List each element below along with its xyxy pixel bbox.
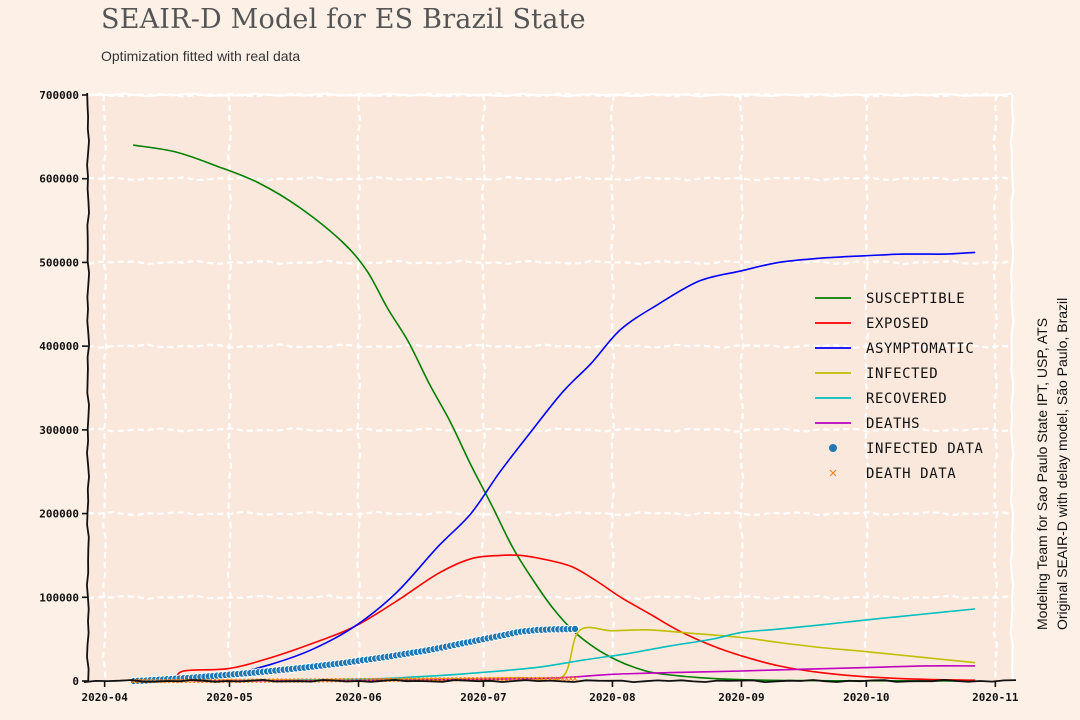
y-tick-label: 0 [72,675,79,688]
plot-border-top [87,92,1013,98]
grid-line-horizontal [87,259,1013,266]
death-data-point [555,676,561,682]
legend-item-deaths: DEATHS [815,416,920,432]
x-tick-label: 2020-10 [843,691,889,704]
y-tick-label: 400000 [39,340,79,353]
legend-label: SUSCEPTIBLE [866,291,965,307]
grid-line-vertical [863,94,870,682]
x-axis-line [83,678,1017,684]
series-line-susceptible [133,144,976,682]
infected-data-point [570,624,580,633]
grid-line-horizontal [87,343,1013,350]
series-line-exposed [133,554,976,683]
legend-item-infected: INFECTED [815,366,938,382]
legend-swatch-x [829,469,837,477]
legend-label: DEATHS [866,416,920,432]
grid-line-horizontal [87,510,1013,517]
legend-item-infected-data: INFECTED DATA [829,441,983,457]
plot-area-background [88,95,1012,681]
legend-item-susceptible: SUSCEPTIBLE [815,291,965,307]
chart-title: SEAIR-D Model for ES Brazil State [101,4,586,35]
y-tick-label: 200000 [39,508,79,521]
x-tick-label: 2020-11 [972,691,1019,704]
death-data-point [439,677,445,682]
legend-label: EXPOSED [866,316,929,332]
grid-line-vertical [992,94,999,682]
y-tick-label: 100000 [39,591,79,604]
grid-line-horizontal [87,594,1013,601]
x-tick-label: 2020-04 [81,691,128,704]
grid-line-vertical [355,94,362,682]
y-tick-label: 500000 [39,256,79,269]
grid-line-vertical [480,94,487,682]
death-data-point [506,676,511,682]
legend-label: INFECTED DATA [866,441,983,457]
x-tick-label: 2020-06 [335,691,382,704]
legend-label: INFECTED [866,366,938,382]
x-tick-label: 2020-09 [718,691,764,704]
y-tick-label: 700000 [39,89,79,102]
grid-line-vertical [101,94,108,682]
plot-border-right [1009,94,1015,682]
grid-line-horizontal [87,427,1013,433]
y-tick-label: 300000 [39,424,79,437]
grid-layer [87,92,1015,682]
x-tick-label: 2020-08 [589,691,635,704]
grid-line-vertical [226,94,233,681]
death-data-point [501,676,507,682]
death-data-point [572,676,578,682]
y-tick-label: 600000 [39,173,79,186]
y-axis-line [85,92,91,682]
series-line-asymptomatic [133,251,976,682]
chart-subtitle: Optimization fitted with real data [101,48,301,64]
legend-label: RECOVERED [866,391,947,407]
legend-label: DEATH DATA [866,466,956,482]
grid-line-vertical [738,94,745,681]
x-tick-label: 2020-05 [206,691,252,704]
axis-layer: 0 100000 200000 300000 400000 500000 600000 700… [39,89,1019,704]
legend-label: ASYMPTOMATIC [866,341,974,357]
grid-line-horizontal [87,175,1013,182]
legend-swatch-dot [829,444,837,452]
death-data-point [564,676,569,682]
x-tick-label: 2020-07 [460,691,506,704]
death-data-point [568,676,574,682]
legend-item-death-data: DEATH DATA [829,466,956,482]
legend-item-asymptomatic: ASYMPTOMATIC [815,341,974,357]
legend-item-exposed: EXPOSED [815,316,929,332]
death-data-point [560,676,565,682]
legend: SUSCEPTIBLE EXPOSED ASYMPTOMATIC INFECTED RE… [815,291,983,482]
grid-line-vertical [609,94,616,682]
legend-item-recovered: RECOVERED [815,391,947,407]
death-data-point [497,676,503,682]
